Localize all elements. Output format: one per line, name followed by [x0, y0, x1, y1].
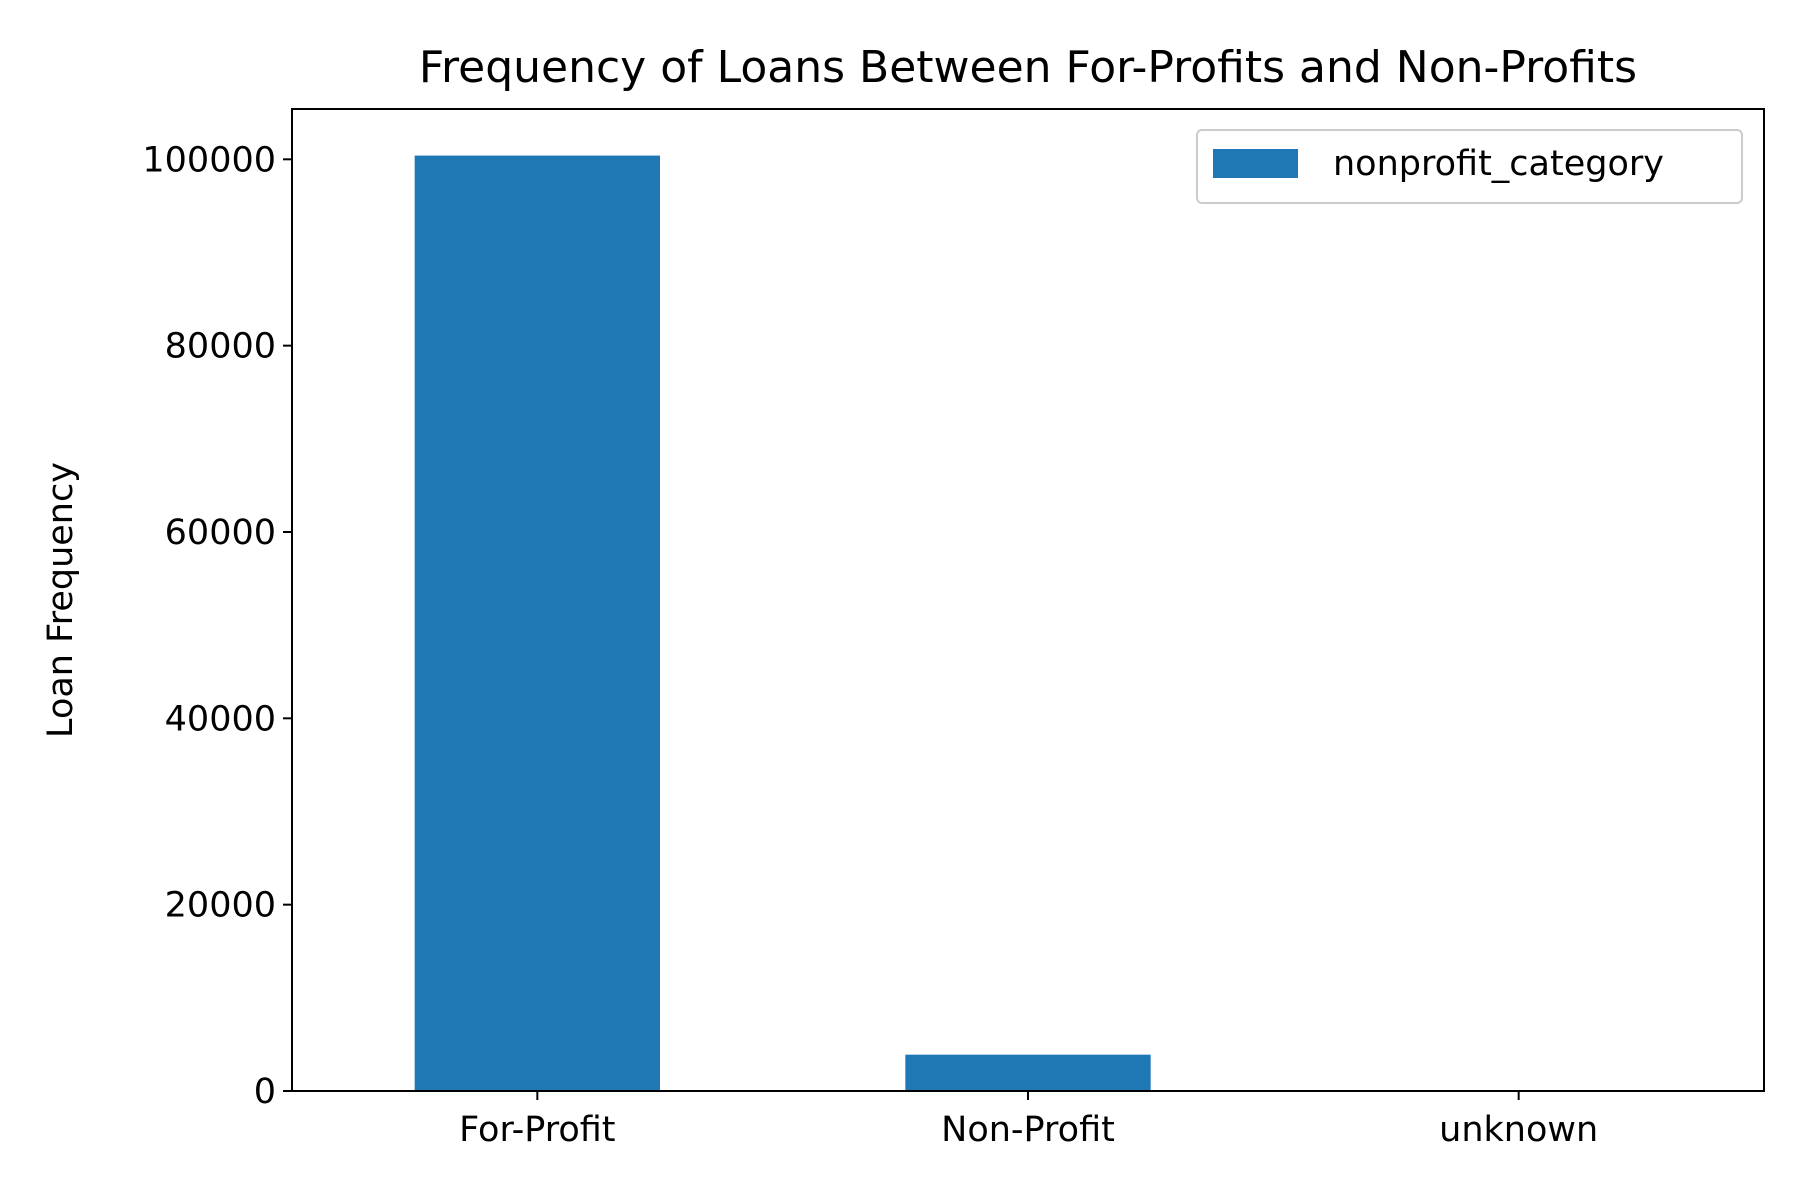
ticks-layer: For-Profit Non-Profit unknown 0 20000 40000 60… — [142, 140, 1598, 1150]
bars-layer — [414, 155, 1151, 1091]
legend: nonprofit_category — [1196, 129, 1743, 204]
legend-swatch — [1213, 149, 1298, 178]
plot-area-frame — [291, 108, 1765, 1092]
y-axis-label: Loan Frequency — [41, 462, 81, 738]
bar-non-profit — [905, 1054, 1151, 1091]
bar-for-profit — [414, 155, 660, 1091]
legend-label: nonprofit_category — [1333, 144, 1664, 184]
chart-title: Frequency of Loans Between For-Profits a… — [419, 42, 1637, 93]
x-tick-label: unknown — [1439, 1110, 1598, 1150]
legend-box — [1196, 129, 1743, 204]
x-tick-label: For-Profit — [459, 1110, 615, 1150]
y-tick-label: 0 — [254, 1072, 276, 1112]
y-tick-label: 40000 — [165, 699, 276, 739]
y-tick-label: 100000 — [142, 140, 276, 180]
y-tick-label: 60000 — [165, 513, 276, 553]
x-tick-label: Non-Profit — [941, 1110, 1115, 1150]
y-tick-label: 80000 — [165, 327, 276, 367]
y-tick-label: 20000 — [165, 886, 276, 926]
